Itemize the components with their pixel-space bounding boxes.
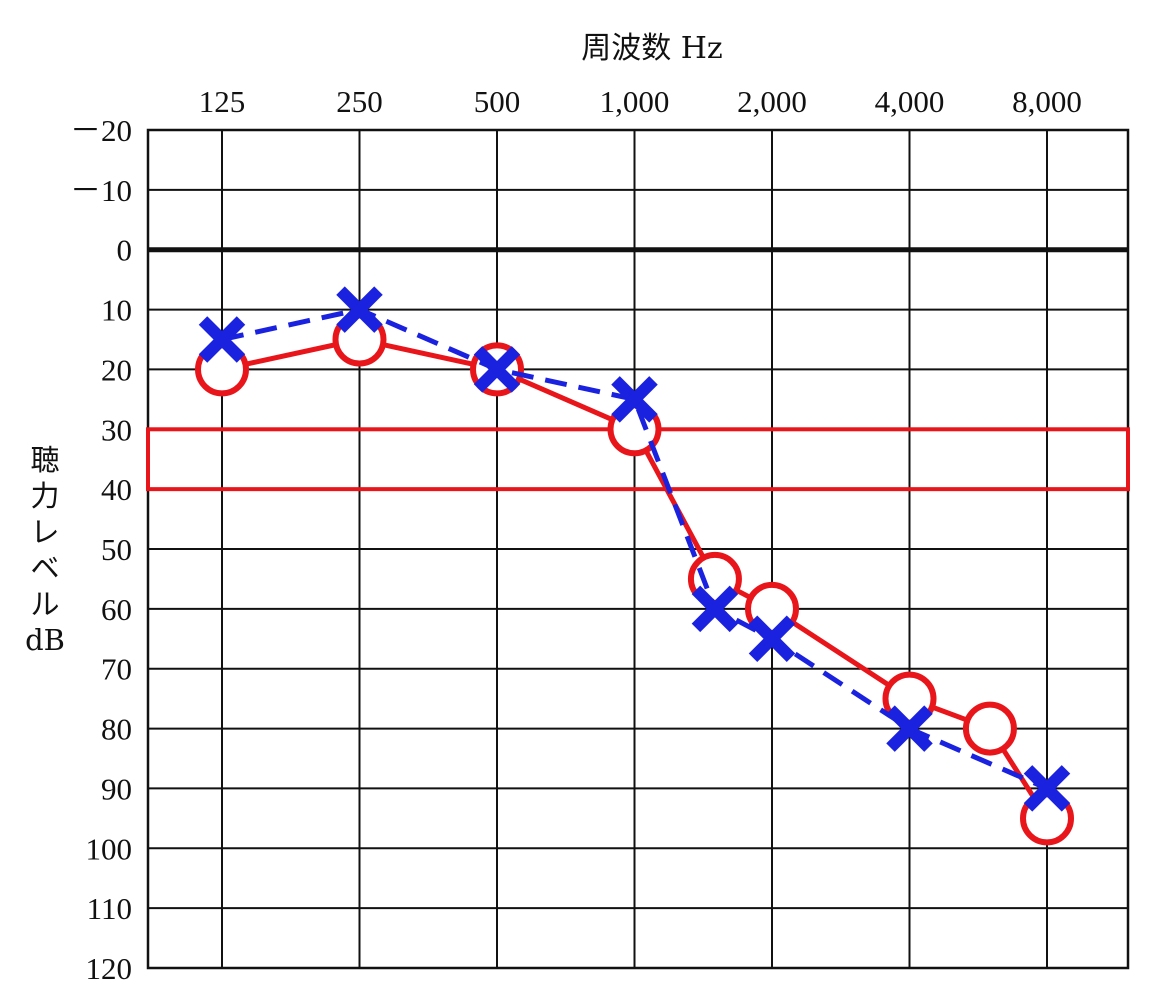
y-tick-label: 120: [86, 951, 133, 986]
y-tick-label: 10: [101, 293, 132, 328]
x-tick-label: 4,000: [875, 84, 945, 119]
y-tick-label: －20: [70, 113, 132, 148]
data-point-circle: [962, 701, 1017, 756]
data-point-cross: [473, 346, 521, 393]
x-tick-label: 125: [199, 84, 246, 119]
data-point-cross: [748, 615, 796, 663]
x-tick-label: 2,000: [737, 84, 807, 119]
data-point-cross: [611, 376, 658, 423]
y-tick-label: 70: [101, 652, 132, 687]
y-axis-title-char: レ: [30, 515, 59, 549]
y-tick-label: －10: [70, 173, 132, 208]
grid: [146, 128, 1130, 970]
y-tick-label: 20: [101, 352, 132, 387]
y-axis-title-char: 力: [30, 479, 59, 513]
x-axis-title: 周波数 Hz: [581, 31, 723, 66]
y-tick-label: 0: [117, 233, 133, 268]
x-tick-label: 250: [336, 84, 383, 119]
data-point-cross: [198, 316, 246, 363]
x-tick-label: 1,000: [600, 84, 670, 119]
y-axis-title-char: 聴: [30, 443, 59, 477]
y-tick-label: 110: [87, 891, 132, 926]
labels-group: －20 －10 0 10 20 30 40 50 60 70 80 90 100 110 120 125 250…: [70, 84, 1082, 986]
y-axis-title-char: dB: [25, 623, 65, 657]
data-point-cross: [886, 705, 933, 752]
y-tick-label: 30: [101, 412, 132, 447]
y-tick-label: 80: [101, 712, 132, 747]
y-tick-label: 100: [86, 831, 133, 866]
y-axis-title-char: ル: [30, 587, 59, 621]
y-tick-label: 50: [101, 532, 132, 567]
y-tick-label: 60: [101, 592, 132, 627]
data-point-cross: [336, 286, 383, 333]
x-tick-label: 8,000: [1012, 84, 1082, 119]
y-axis-title-char: ベ: [30, 551, 59, 585]
y-tick-label: 40: [101, 472, 132, 507]
y-tick-label: 90: [101, 771, 132, 806]
data-point-cross: [691, 585, 739, 633]
series-group: [195, 286, 1074, 846]
x-tick-label: 500: [474, 84, 521, 119]
data-point-cross: [1023, 765, 1071, 812]
